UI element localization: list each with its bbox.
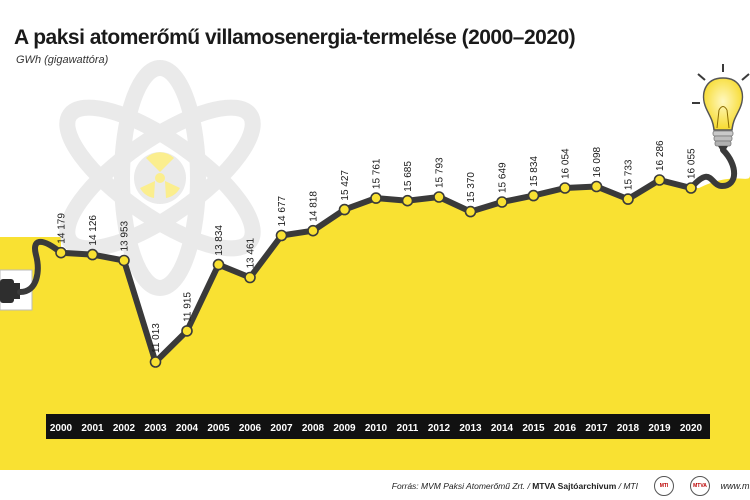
footer: Forrás: MVM Paksi Atomerőmű Zrt. / MTVA … [0,470,750,500]
value-label-2001: 14 126 [88,215,99,246]
data-point-2003 [149,356,162,368]
year-label-2004: 2004 [176,423,199,434]
mtva-logo-icon: MTVA [690,476,710,496]
data-point-2013 [464,205,477,218]
data-point-2007 [275,229,288,242]
year-label-2019: 2019 [648,423,671,434]
year-label-2016: 2016 [554,423,577,434]
year-label-2013: 2013 [459,423,482,434]
value-label-2006: 13 461 [246,237,257,268]
source-org: MTVA Sajtóarchívum [532,481,617,491]
value-label-2005: 13 834 [214,225,225,256]
area-fill [0,175,750,470]
year-label-2006: 2006 [239,423,262,434]
year-label-2010: 2010 [365,423,388,434]
value-label-2002: 13 953 [120,220,131,251]
line-chart: 14 179 14 126 13 953 11 013 11 915 13 834 13 4… [0,60,750,470]
year-axis-band [46,414,710,439]
year-label-2003: 2003 [144,423,167,434]
value-label-2014: 15 649 [498,162,509,193]
year-label-2020: 2020 [680,423,703,434]
year-label-2012: 2012 [428,423,451,434]
value-label-2009: 15 427 [340,170,351,201]
data-point-2017 [590,180,603,193]
year-label-2017: 2017 [585,423,608,434]
year-label-2014: 2014 [491,423,514,434]
value-label-2018: 15 733 [624,159,635,190]
year-label-2008: 2008 [302,423,325,434]
value-label-2010: 15 761 [372,158,383,189]
year-label-2009: 2009 [333,423,356,434]
chart-title: A paksi atomerőmű villamosenergia-termel… [14,26,576,49]
light-bulb-icon [692,64,750,151]
year-label-2001: 2001 [81,423,104,434]
data-point-2004 [181,325,193,337]
value-label-2016: 16 054 [561,148,572,179]
data-point-2020 [685,182,697,194]
source-suffix: / MTI [616,481,638,491]
value-label-2013: 15 370 [466,172,477,203]
year-label-2005: 2005 [207,423,230,434]
year-label-2015: 2015 [522,423,545,434]
value-label-2020: 16 055 [687,148,698,179]
year-label-2011: 2011 [397,423,419,434]
source-url: www.mt [720,481,750,491]
power-cable [17,238,64,295]
year-label-2002: 2002 [113,423,136,434]
data-point-2014 [496,196,508,208]
value-label-2019: 16 286 [655,140,666,171]
data-point-2011 [401,194,414,207]
data-point-2006 [244,271,256,284]
value-label-2007: 14 677 [277,195,288,226]
source-note: Forrás: MVM Paksi Atomerőmű Zrt. / MTVA … [392,481,638,491]
bulb-cable [688,147,738,191]
data-point-2008 [307,224,319,237]
value-label-2008: 14 818 [309,191,320,222]
data-point-2005 [212,258,225,271]
value-label-2015: 15 834 [529,156,540,187]
value-label-2011: 15 685 [403,161,414,192]
value-label-2012: 15 793 [435,157,446,188]
data-point-2001 [86,248,99,261]
data-point-2019 [653,174,666,186]
value-label-2000: 14 179 [57,213,68,244]
year-label-2000: 2000 [50,423,73,434]
data-point-2009 [338,203,351,216]
value-label-2004: 11 915 [183,292,194,322]
mti-logo-icon: MTI [654,476,674,496]
source-prefix: Forrás: MVM Paksi Atomerőmű Zrt. / [391,481,533,491]
value-label-2017: 16 098 [592,146,603,177]
data-point-2002 [118,254,130,267]
data-point-2018 [622,193,634,205]
data-point-2012 [433,191,445,203]
value-label-2003: 11 013 [151,323,162,353]
data-point-2010 [370,192,382,204]
data-point-2015 [527,189,540,202]
data-point-2016 [559,182,571,194]
unit-label: GWh (gigawattóra) [16,54,109,66]
year-label-2018: 2018 [617,423,640,434]
year-label-2007: 2007 [270,423,293,434]
data-point-2000 [55,246,67,259]
